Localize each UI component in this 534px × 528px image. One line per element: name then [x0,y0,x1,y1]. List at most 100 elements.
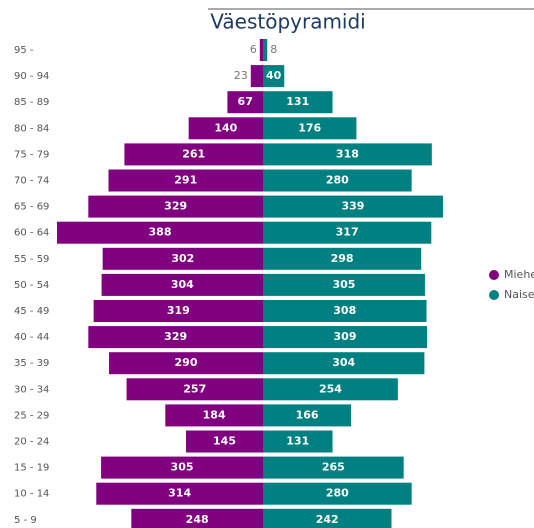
data-label: 314 [168,487,191,500]
chart-title: Väestöpyramidi [210,10,366,34]
category-label: 70 - 74 [14,176,49,187]
data-label: 305 [332,278,355,291]
data-label: 6 [250,43,257,56]
bar [263,247,422,270]
bar [263,39,268,61]
bar [263,430,333,453]
data-label: 308 [333,304,356,317]
bar [263,482,412,505]
data-label: 298 [331,252,354,265]
data-label: 291 [174,174,197,187]
bar [250,65,263,88]
category-label: 55 - 59 [14,254,49,265]
bar [263,143,432,166]
bar [101,456,263,479]
category-label: 50 - 54 [14,280,49,291]
data-label: 290 [175,356,198,369]
data-label: 131 [286,95,309,108]
data-label: 248 [186,513,209,526]
bar [88,195,264,218]
category-label: 80 - 84 [14,123,49,134]
data-label: 261 [182,147,205,160]
category-label: 15 - 19 [14,463,49,474]
bar [88,326,264,349]
data-label: 184 [203,408,226,421]
data-label: 8 [270,43,277,56]
category-label: 85 - 89 [14,97,49,108]
category-label: 20 - 24 [14,437,49,448]
bar [263,195,443,218]
category-label: 35 - 39 [14,358,49,369]
data-label: 67 [238,95,253,108]
bar [96,482,263,505]
data-label: 304 [171,278,194,291]
data-label: 339 [342,200,365,213]
category-label: 45 - 49 [14,306,49,317]
data-label: 40 [266,69,282,82]
data-label: 304 [332,356,355,369]
bar [263,91,333,114]
bar [263,221,432,244]
legend-label: Naiset [504,288,534,301]
bar [131,508,263,528]
bar [263,378,398,401]
category-label: 65 - 69 [14,202,49,213]
data-label: 131 [286,435,309,448]
data-label: 388 [149,226,172,239]
data-label: 309 [334,330,357,343]
bar [108,169,263,192]
bar [109,352,263,375]
bar [165,404,263,427]
category-label: 60 - 64 [14,228,49,239]
bar [263,300,427,322]
legend-marker [489,270,499,280]
bar [263,352,425,375]
category-label: 10 - 14 [14,489,49,500]
bar [188,117,263,140]
data-label: 305 [171,461,194,474]
data-label: 257 [183,382,206,395]
data-label: 176 [298,121,321,134]
data-label: 280 [326,487,349,500]
bar [57,221,263,244]
category-label: 25 - 29 [14,410,49,421]
bar [263,508,392,528]
data-label: 254 [319,382,342,395]
bar [263,273,425,296]
data-label: 329 [164,200,187,213]
category-label: 30 - 34 [14,384,49,395]
bar [186,430,263,453]
bar [124,143,264,166]
category-label: 75 - 79 [14,149,49,160]
data-label: 145 [213,435,236,448]
bar [263,117,357,140]
bar [263,456,404,479]
data-label: 318 [336,147,359,160]
data-label: 319 [167,304,190,317]
bar [263,404,352,427]
data-label: 140 [214,121,237,134]
bar [259,39,263,61]
data-label: 302 [171,252,194,265]
data-label: 265 [322,461,345,474]
data-label: 23 [234,69,248,82]
bar [126,378,263,401]
bar [227,91,263,114]
bar [263,65,285,88]
category-label: 40 - 44 [14,332,49,343]
category-label: 90 - 94 [14,71,49,82]
category-label: 5 - 9 [14,515,37,526]
bar [263,169,412,192]
bar [101,273,264,296]
data-label: 166 [296,408,319,421]
bar [263,326,428,349]
legend-marker [489,290,499,300]
data-label: 317 [336,226,359,239]
data-label: 242 [316,513,339,526]
bar [102,247,263,270]
data-label: 329 [164,330,187,343]
bar [93,300,263,322]
category-label: 95 - [14,45,34,56]
data-label: 280 [326,174,349,187]
